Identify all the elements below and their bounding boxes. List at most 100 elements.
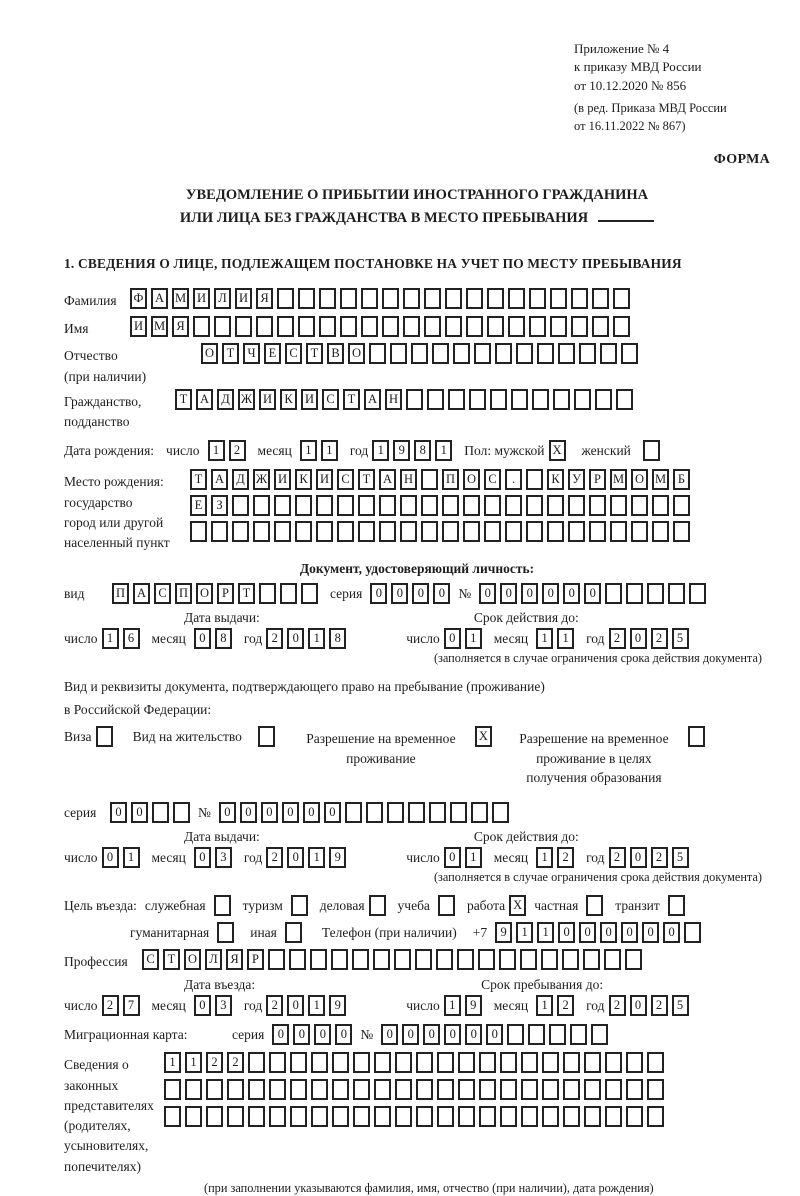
char-box: Е [264, 343, 281, 365]
representatives-row-2 [164, 1079, 668, 1101]
char-box [668, 583, 686, 605]
char-box [466, 288, 483, 310]
char-box: 2 [557, 995, 575, 1017]
purpose-work-label: работа [466, 897, 506, 913]
char-box [316, 495, 333, 517]
char-box: И [301, 388, 318, 410]
char-box [478, 948, 495, 970]
char-box [667, 894, 685, 916]
char-box: Ч [243, 343, 260, 365]
char-box [290, 1052, 307, 1074]
migration-number-label: № [360, 1027, 374, 1043]
char-box: 0 [629, 995, 647, 1017]
document-title: УВЕДОМЛЕНИЕ О ПРИБЫТИИ ИНОСТРАННОГО ГРАЖ… [64, 184, 770, 230]
char-box [352, 948, 369, 970]
char-box [532, 388, 549, 410]
char-box: Я [226, 948, 243, 970]
char-box [584, 1106, 601, 1128]
char-box [529, 315, 546, 337]
char-box [310, 948, 327, 970]
day-word: число [406, 631, 440, 647]
char-box: О [184, 948, 201, 970]
citizenship-label: Гражданство, подданство [64, 393, 142, 430]
char-box [526, 521, 543, 543]
month-word: месяц [151, 631, 186, 647]
char-box [647, 583, 665, 605]
char-box [500, 1079, 517, 1101]
char-box: П [442, 469, 459, 491]
char-box [311, 1052, 328, 1074]
char-box [277, 288, 294, 310]
char-box [445, 315, 462, 337]
char-box: Л [214, 288, 231, 310]
ref-line: от 10.12.2020 № 856 [574, 77, 687, 93]
char-box: 6 [122, 628, 140, 650]
char-box [592, 315, 609, 337]
char-box: С [322, 388, 339, 410]
char-box [344, 801, 362, 823]
birth-date-label: Дата рождения: [64, 443, 155, 459]
char-box: 0 [584, 583, 602, 605]
issue-date-label: Дата выдачи: [184, 828, 260, 844]
char-box [290, 1079, 307, 1101]
char-box [411, 343, 428, 365]
purpose-humanitarian-label: гуманитарная [130, 924, 210, 940]
char-box: 3 [214, 995, 232, 1017]
char-box: 8 [329, 628, 347, 650]
char-box [235, 315, 252, 337]
char-box [316, 521, 333, 543]
char-box [311, 1106, 328, 1128]
day-word: число [166, 443, 200, 459]
char-box: 0 [193, 846, 211, 868]
char-box [232, 495, 249, 517]
char-box [374, 1106, 391, 1128]
char-box: 0 [193, 995, 211, 1017]
char-box: 1 [536, 628, 554, 650]
char-box [610, 521, 627, 543]
issue-date-label: Дата выдачи: [184, 610, 260, 626]
char-box [595, 388, 612, 410]
char-box: 0 [335, 1024, 353, 1046]
char-box: Т [163, 948, 180, 970]
char-box [570, 1024, 588, 1046]
char-box [206, 1106, 223, 1128]
char-box [369, 343, 386, 365]
char-box: 0 [629, 846, 647, 868]
char-box: П [175, 583, 192, 605]
purpose-transit-checkbox [667, 894, 689, 916]
char-box [290, 894, 308, 916]
forma-label: ФОРМА [713, 151, 770, 167]
char-box [416, 1052, 433, 1074]
char-box: И [274, 469, 291, 491]
char-box [613, 288, 630, 310]
char-box [269, 1052, 286, 1074]
profession-label: Профессия [64, 953, 128, 969]
migration-series-label: серия [232, 1027, 265, 1043]
char-box [340, 288, 357, 310]
char-box [400, 495, 417, 517]
char-box [549, 1024, 567, 1046]
purpose-row-2: гуманитарная иная Телефон (при наличии) … [130, 921, 770, 943]
title-line-2: ИЛИ ЛИЦА БЕЗ ГРАЖДАНСТВА В МЕСТО ПРЕБЫВА… [64, 207, 770, 230]
char-box [206, 1079, 223, 1101]
char-box [547, 521, 564, 543]
representatives-label: Сведения о законных представителях (роди… [64, 1057, 154, 1174]
char-box [449, 801, 467, 823]
char-box [647, 1106, 664, 1128]
char-box [390, 343, 407, 365]
char-box: X [548, 440, 566, 462]
char-box [152, 801, 169, 823]
char-box [479, 1052, 496, 1074]
char-box [395, 1052, 412, 1074]
char-box [521, 1106, 538, 1128]
